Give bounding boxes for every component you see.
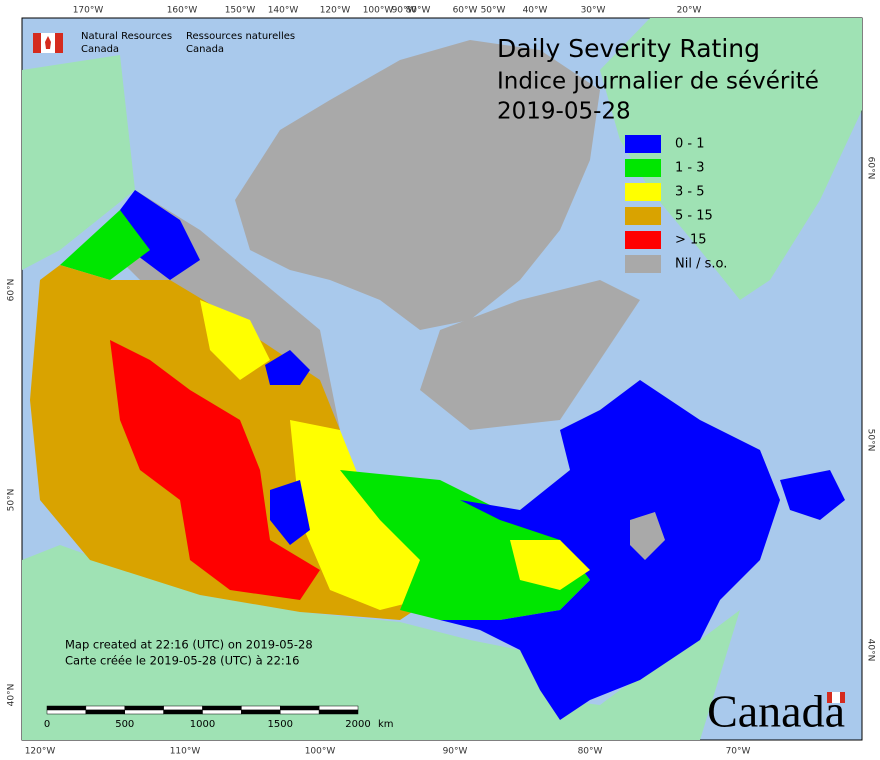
created-fr: Carte créée le 2019-05-28 (UTC) à 22:16	[65, 654, 299, 668]
scale-segment	[241, 705, 281, 711]
legend-label: 1 - 3	[675, 161, 705, 176]
baffin-region	[420, 280, 640, 430]
zone-east-yellow	[510, 540, 590, 590]
graticule-top: 20°W	[677, 6, 702, 16]
zone-newfoundland-blue	[780, 470, 845, 520]
graticule-right: 60°N	[866, 157, 876, 180]
scale-segment	[318, 709, 359, 715]
graticule-top: 40°W	[523, 6, 548, 16]
title-en: Daily Severity Rating	[497, 34, 760, 63]
flag-bar-left	[33, 33, 41, 53]
scale-segment	[280, 705, 320, 711]
scale-tick-label: 1000	[190, 719, 215, 730]
scale-tick-label: 2000	[345, 719, 370, 730]
legend-swatch	[625, 159, 661, 177]
scale-tick-label: 1500	[268, 719, 293, 730]
zone-central-yellow	[290, 420, 430, 610]
graticule-right: 40°N	[866, 639, 876, 662]
zone-lake-blue	[270, 480, 310, 545]
scale-segment	[202, 709, 242, 715]
graticule-top: 60°W	[453, 6, 478, 16]
legend-swatch	[625, 183, 661, 201]
graticule-bottom: 70°W	[726, 747, 751, 757]
zone-prairies-red	[110, 340, 320, 600]
graticule-top: 160°W	[167, 6, 198, 16]
legend-label: Nil / s.o.	[675, 257, 727, 272]
graticule-bottom: 110°W	[170, 747, 201, 757]
graticule-left: 40°N	[7, 684, 17, 707]
zone-ontario-green	[340, 470, 590, 620]
legend-label: 0 - 1	[675, 137, 705, 152]
legend-swatch	[625, 135, 661, 153]
title-fr: Indice journalier de sévérité	[497, 69, 819, 95]
graticule-top: 140°W	[268, 6, 299, 16]
graticule-bottom: 120°W	[25, 747, 56, 757]
legend-label: > 15	[675, 233, 707, 248]
scale-bar: 0 500 1000 1500 2000 km	[44, 705, 394, 730]
canada-wordmark: Canada	[707, 686, 845, 737]
agency-en-2: Canada	[81, 44, 119, 55]
graticule-top: 170°W	[73, 6, 104, 16]
agency-fr: Ressources naturelles	[186, 31, 295, 42]
graticule-top: 80°W	[406, 6, 431, 16]
graticule-top: 150°W	[225, 6, 256, 16]
scale-unit: km	[378, 719, 394, 730]
agency-en: Natural Resources	[81, 31, 172, 42]
title-date: 2019-05-28	[497, 99, 631, 125]
graticule-right: 50°N	[866, 429, 876, 452]
scale-tick-label: 0	[44, 719, 50, 730]
zone-north-blue	[265, 350, 310, 385]
scale-segment	[124, 709, 164, 715]
graticule-bottom: 100°W	[305, 747, 336, 757]
graticule-bottom: 90°W	[443, 747, 468, 757]
zone-yukon-green	[60, 210, 150, 280]
flag-leaf	[45, 36, 51, 49]
graticule-top: 120°W	[320, 6, 351, 16]
scale-segment	[85, 709, 125, 715]
graticule-top: 90°W	[392, 6, 417, 16]
scale-segment	[241, 709, 281, 715]
legend-swatch	[625, 231, 661, 249]
wordmark-flag-center	[832, 692, 840, 703]
scale-segment	[46, 709, 87, 715]
hudson-bay	[350, 420, 480, 500]
agency-fr-2: Canada	[186, 44, 224, 55]
greenland-land	[600, 18, 862, 300]
scale-segment	[163, 709, 203, 715]
scale-tick-label: 500	[115, 719, 134, 730]
graticule-left: 60°N	[7, 279, 17, 302]
scale-segment	[280, 709, 320, 715]
scale-segment	[46, 705, 87, 711]
scale-segment	[202, 705, 242, 711]
alaska-land	[22, 55, 135, 270]
usa-land	[22, 545, 740, 740]
legend-swatch	[625, 207, 661, 225]
reservoir-nil	[630, 512, 665, 560]
zone-east-blue	[440, 380, 780, 720]
scale-segment	[318, 705, 359, 711]
graticule: 170°W 160°W 150°W 140°W 120°W 100°W90°W80°W 60…	[7, 6, 876, 757]
legend-label: 3 - 5	[675, 185, 705, 200]
flag-bar-right	[55, 33, 63, 53]
graticule-top: 50°W	[481, 6, 506, 16]
graticule-top: 30°W	[581, 6, 606, 16]
scale-segment	[85, 705, 125, 711]
zone-nwt-yellow	[200, 300, 270, 380]
legend-label: 5 - 15	[675, 209, 713, 224]
graticule-top: 100°W	[363, 6, 394, 16]
legend: 0 - 1 1 - 3 3 - 5 5 - 15 > 15 Nil / s.o.	[625, 135, 727, 273]
graticule-bottom: 80°W	[578, 747, 603, 757]
created-en: Map created at 22:16 (UTC) on 2019-05-28	[65, 638, 313, 652]
arctic-islands	[235, 40, 600, 330]
scale-segment	[124, 705, 164, 711]
legend-swatch	[625, 255, 661, 273]
scale-segment	[163, 705, 203, 711]
graticule-left: 50°N	[7, 489, 17, 512]
